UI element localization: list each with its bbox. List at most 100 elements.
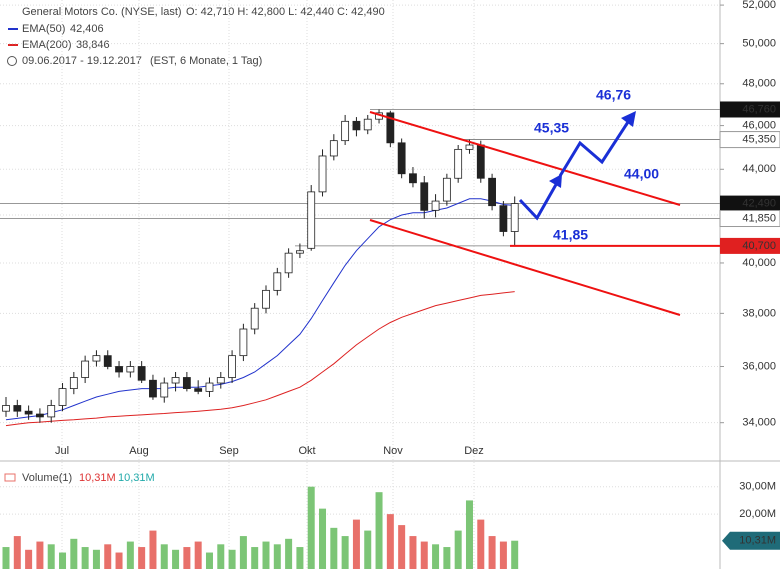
- candle-body: [81, 360, 90, 378]
- level-box: [720, 195, 780, 212]
- level-label: 45,350: [742, 133, 776, 145]
- volume-bar: [183, 547, 191, 569]
- volume-bar: [47, 544, 55, 569]
- candle-body: [284, 252, 293, 274]
- volume-bar: [511, 540, 519, 569]
- candle-body: [409, 173, 417, 184]
- volume-bar: [307, 486, 315, 569]
- y-tick-label: 40,000: [742, 257, 776, 269]
- volume-bar: [352, 519, 360, 569]
- candle-body: [137, 366, 146, 381]
- volume-bar: [149, 530, 157, 569]
- x-tick-label: Dez: [464, 445, 484, 457]
- volume-bar: [138, 547, 146, 569]
- candle-body: [182, 377, 191, 389]
- volume-bar: [2, 547, 10, 569]
- volume-bar: [25, 549, 33, 569]
- forecast-arrow: [558, 121, 630, 177]
- volume-bar: [364, 530, 372, 569]
- ema-line: [5, 291, 515, 427]
- level-label: 40,700: [742, 240, 776, 252]
- volume-bar: [398, 525, 406, 569]
- candle-body: [250, 307, 259, 330]
- volume-bar: [319, 508, 327, 569]
- volume-bar: [59, 552, 67, 569]
- candle-body: [341, 120, 350, 142]
- volume-bar: [251, 547, 259, 569]
- candle-body: [488, 177, 496, 207]
- volume-bar: [126, 541, 134, 569]
- volume-bar: [477, 519, 485, 569]
- candle-body: [329, 140, 338, 157]
- legend-label: EMA(50): [22, 23, 65, 35]
- ema-line: [5, 198, 515, 421]
- volume-bar: [92, 549, 100, 569]
- arrowhead: [549, 174, 562, 188]
- candle-body: [476, 144, 485, 179]
- candle-body: [318, 155, 327, 193]
- y-tick-label: 30,00M: [739, 481, 776, 493]
- volume-bar: [205, 552, 213, 569]
- volume-bar: [115, 552, 123, 569]
- forecast-arrow: [518, 180, 560, 221]
- y-tick-label: 46,000: [742, 119, 776, 131]
- candle-body: [352, 120, 361, 131]
- legend-label: EMA(200): [22, 39, 72, 51]
- candle-body: [69, 377, 78, 389]
- volume-bar: [172, 549, 180, 569]
- clock-icon: [7, 56, 17, 66]
- annotation: 44,00: [624, 166, 659, 182]
- volume-bar: [81, 547, 89, 569]
- y-tick-label: 20,00M: [739, 508, 776, 520]
- arrowhead: [621, 111, 636, 127]
- candle-body: [386, 112, 395, 144]
- volume-legend: 10,31M: [118, 472, 155, 484]
- legend-value: 38,846: [76, 39, 110, 51]
- x-tick-label: Jul: [55, 445, 69, 457]
- volume-bar: [217, 544, 225, 569]
- volume-bar: [36, 541, 44, 569]
- volume-bar: [375, 492, 383, 569]
- level-label: 41,850: [742, 212, 776, 224]
- candle-body: [239, 328, 248, 357]
- volume-bar: [465, 500, 473, 569]
- volume-bar: [262, 541, 270, 569]
- annotation: 45,35: [534, 120, 569, 136]
- candle-body: [194, 388, 203, 392]
- date-range: 09.06.2017 - 19.12.2017: [22, 55, 142, 67]
- candle-body: [273, 272, 282, 291]
- candle-body: [216, 377, 225, 384]
- y-tick-label: 36,000: [742, 360, 776, 372]
- candle-body: [171, 377, 180, 384]
- candle-body: [126, 366, 135, 373]
- chart-title: General Motors Co. (NYSE, last): [22, 6, 182, 18]
- level-label: 42,490: [742, 198, 776, 210]
- range-note: (EST, 6 Monate, 1 Tag): [150, 55, 262, 67]
- candle-body: [36, 413, 44, 418]
- volume-legend: 10,31M: [79, 472, 116, 484]
- level-box: [720, 101, 780, 118]
- candle-body: [442, 177, 451, 202]
- candle-body: [397, 142, 406, 175]
- volume-bar: [228, 549, 236, 569]
- volume-last-box: [722, 531, 780, 550]
- annotation: 41,85: [553, 227, 588, 243]
- channel-line: [369, 219, 681, 316]
- candle-body: [499, 205, 508, 232]
- level-box: [720, 237, 780, 254]
- volume-bar: [160, 544, 168, 569]
- candle-body: [92, 355, 101, 362]
- y-tick-label: 50,000: [742, 38, 776, 50]
- candle-body: [160, 382, 169, 398]
- ohlc-text: O: 42,710 H: 42,800 L: 42,440 C: 42,490: [186, 6, 385, 18]
- volume-bar: [386, 514, 394, 569]
- volume-bar: [104, 544, 112, 569]
- volume-bar: [296, 547, 304, 569]
- candle-body: [262, 289, 270, 309]
- candle-body: [13, 405, 22, 412]
- candle-body: [205, 382, 214, 392]
- candle-body: [510, 203, 519, 232]
- candle-body: [296, 250, 304, 254]
